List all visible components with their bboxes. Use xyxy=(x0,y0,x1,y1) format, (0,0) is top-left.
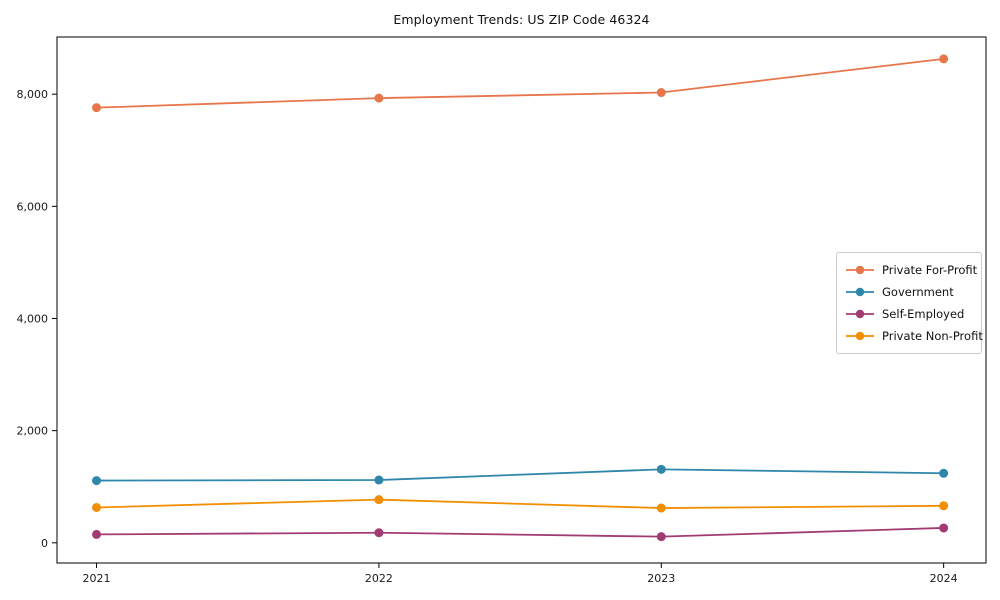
x-tick-label: 2023 xyxy=(647,572,675,585)
series-line-government xyxy=(96,468,944,482)
data-point-government-2021 xyxy=(92,476,102,486)
y-tick-label: 6,000 xyxy=(17,200,49,213)
legend-label: Private For-Profit xyxy=(882,263,978,277)
data-point-self-employed-2023 xyxy=(656,532,666,542)
y-tick-label: 2,000 xyxy=(17,425,49,438)
legend: Private For-Profit Government Self-Emplo… xyxy=(836,252,983,354)
y-tick-label: 8,000 xyxy=(17,88,49,101)
data-point-self-employed-2022 xyxy=(374,528,384,538)
legend-line-marker-icon xyxy=(846,309,874,319)
axes-box xyxy=(56,36,987,564)
data-point-private-for-profit-2022 xyxy=(374,93,384,103)
data-point-government-2024 xyxy=(939,468,949,478)
data-point-private-non-profit-2023 xyxy=(656,503,666,513)
series-line-self-employed xyxy=(96,527,944,538)
data-point-government-2022 xyxy=(374,475,384,485)
legend-label: Private Non-Profit xyxy=(882,329,983,343)
data-point-government-2023 xyxy=(656,464,666,474)
data-point-private-non-profit-2024 xyxy=(939,501,949,511)
legend-item-private-for-profit: Private For-Profit xyxy=(845,259,977,281)
data-point-private-non-profit-2021 xyxy=(92,502,102,512)
series-line-private-for-profit xyxy=(96,57,944,109)
x-tick-label: 2024 xyxy=(930,572,958,585)
legend-label: Self-Employed xyxy=(882,307,965,321)
data-point-self-employed-2024 xyxy=(939,523,949,533)
legend-line-marker-icon xyxy=(846,265,874,275)
data-point-private-for-profit-2023 xyxy=(656,88,666,98)
legend-line-marker-icon xyxy=(846,287,874,297)
x-tick-label: 2021 xyxy=(83,572,111,585)
data-point-private-non-profit-2022 xyxy=(374,495,384,505)
legend-line-marker-icon xyxy=(846,331,874,341)
legend-item-government: Government xyxy=(845,281,973,303)
legend-item-self-employed: Self-Employed xyxy=(845,303,973,325)
series-line-private-non-profit xyxy=(96,498,944,509)
legend-item-private-non-profit: Private Non-Profit xyxy=(845,325,983,347)
chart-title: Employment Trends: US ZIP Code 46324 xyxy=(393,12,650,27)
y-tick-label: 0 xyxy=(41,537,48,550)
legend-label: Government xyxy=(882,285,954,299)
x-tick-label: 2022 xyxy=(365,572,393,585)
y-tick-label: 4,000 xyxy=(17,313,49,326)
data-point-private-for-profit-2024 xyxy=(939,54,949,64)
data-point-private-for-profit-2021 xyxy=(92,103,102,113)
data-point-self-employed-2021 xyxy=(92,529,102,539)
